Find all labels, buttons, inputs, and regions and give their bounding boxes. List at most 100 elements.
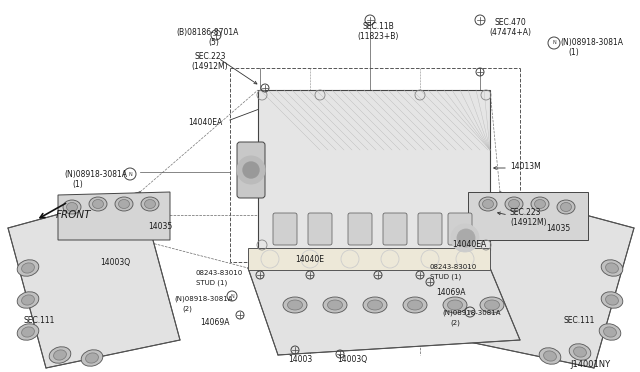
Text: J14001NY: J14001NY	[570, 360, 610, 369]
Ellipse shape	[323, 297, 347, 313]
Ellipse shape	[599, 324, 621, 340]
Ellipse shape	[480, 297, 504, 313]
Ellipse shape	[328, 300, 342, 310]
Ellipse shape	[483, 199, 493, 208]
Text: (1): (1)	[72, 180, 83, 189]
Text: (14912M): (14912M)	[510, 218, 547, 227]
Ellipse shape	[63, 200, 81, 214]
Text: 14040EA: 14040EA	[188, 118, 222, 127]
Text: STUD (1): STUD (1)	[196, 280, 227, 286]
Ellipse shape	[408, 300, 422, 310]
Polygon shape	[8, 192, 180, 368]
FancyBboxPatch shape	[383, 213, 407, 245]
Circle shape	[243, 162, 259, 178]
Ellipse shape	[557, 200, 575, 214]
Ellipse shape	[49, 347, 71, 363]
Ellipse shape	[543, 351, 556, 361]
Text: N: N	[128, 171, 132, 176]
Text: STUD (1): STUD (1)	[430, 274, 461, 280]
Text: 14013M: 14013M	[510, 162, 541, 171]
Polygon shape	[460, 192, 634, 368]
Ellipse shape	[601, 260, 623, 276]
FancyBboxPatch shape	[308, 213, 332, 245]
Text: (N)08918-3081A: (N)08918-3081A	[560, 38, 623, 47]
Ellipse shape	[17, 292, 39, 308]
Ellipse shape	[145, 199, 156, 208]
Ellipse shape	[484, 300, 499, 310]
Ellipse shape	[283, 297, 307, 313]
Ellipse shape	[89, 197, 107, 211]
Text: 08243-83010: 08243-83010	[430, 264, 477, 270]
Ellipse shape	[118, 199, 129, 208]
Text: SEC.111: SEC.111	[24, 316, 56, 325]
Ellipse shape	[479, 197, 497, 211]
Text: 14069A: 14069A	[200, 318, 230, 327]
Text: N: N	[468, 310, 472, 314]
Ellipse shape	[22, 327, 35, 337]
Ellipse shape	[403, 297, 427, 313]
Circle shape	[237, 156, 265, 184]
Text: (N)08918-3081A: (N)08918-3081A	[174, 295, 232, 301]
Ellipse shape	[363, 297, 387, 313]
Text: (1): (1)	[568, 48, 579, 57]
Ellipse shape	[17, 260, 39, 276]
Ellipse shape	[367, 300, 383, 310]
Ellipse shape	[605, 295, 618, 305]
Ellipse shape	[81, 350, 103, 366]
Text: (14912M): (14912M)	[192, 62, 228, 71]
Text: N: N	[552, 41, 556, 45]
Ellipse shape	[141, 197, 159, 211]
FancyBboxPatch shape	[237, 142, 265, 198]
FancyBboxPatch shape	[273, 213, 297, 245]
Ellipse shape	[605, 263, 618, 273]
Text: N: N	[230, 294, 234, 298]
Ellipse shape	[22, 263, 35, 273]
Ellipse shape	[509, 199, 520, 208]
Text: FRONT: FRONT	[56, 210, 92, 220]
Text: (2): (2)	[450, 320, 460, 327]
Polygon shape	[248, 268, 520, 355]
Circle shape	[451, 224, 479, 252]
Ellipse shape	[534, 199, 545, 208]
Text: 14003: 14003	[288, 355, 312, 364]
Ellipse shape	[561, 202, 572, 212]
Ellipse shape	[505, 197, 523, 211]
Ellipse shape	[601, 292, 623, 308]
FancyBboxPatch shape	[448, 213, 472, 245]
Ellipse shape	[287, 300, 303, 310]
Text: 14040E: 14040E	[296, 255, 324, 264]
Text: (5): (5)	[209, 38, 220, 47]
Ellipse shape	[531, 197, 549, 211]
Text: 14035: 14035	[148, 222, 172, 231]
Text: (N)08918-3081A: (N)08918-3081A	[442, 310, 500, 317]
Text: SEC.111: SEC.111	[564, 316, 595, 325]
Text: 08243-83010: 08243-83010	[196, 270, 243, 276]
Ellipse shape	[569, 344, 591, 360]
Polygon shape	[468, 192, 588, 240]
Text: (11823+B): (11823+B)	[357, 32, 399, 41]
Polygon shape	[58, 192, 170, 240]
Ellipse shape	[539, 348, 561, 364]
Text: (47474+A): (47474+A)	[489, 28, 531, 37]
FancyBboxPatch shape	[348, 213, 372, 245]
Circle shape	[457, 229, 475, 247]
Ellipse shape	[22, 295, 35, 305]
Ellipse shape	[54, 350, 67, 360]
Polygon shape	[248, 248, 490, 270]
FancyBboxPatch shape	[418, 213, 442, 245]
Text: 14003Q: 14003Q	[100, 258, 130, 267]
Text: 14035: 14035	[546, 224, 570, 233]
Text: (B)08186-8701A: (B)08186-8701A	[177, 28, 239, 37]
Text: (2): (2)	[182, 305, 192, 311]
Text: SEC.470: SEC.470	[494, 18, 526, 27]
Text: SEC.223: SEC.223	[510, 208, 541, 217]
Text: 14003Q: 14003Q	[337, 355, 367, 364]
Text: 14040EA: 14040EA	[452, 240, 486, 249]
Ellipse shape	[447, 300, 463, 310]
Text: SEC.11B: SEC.11B	[362, 22, 394, 31]
Text: SEC.223: SEC.223	[195, 52, 226, 61]
Text: 14069A: 14069A	[436, 288, 465, 297]
Text: (N)08918-3081A: (N)08918-3081A	[64, 170, 127, 179]
Ellipse shape	[115, 197, 133, 211]
Ellipse shape	[573, 347, 586, 357]
